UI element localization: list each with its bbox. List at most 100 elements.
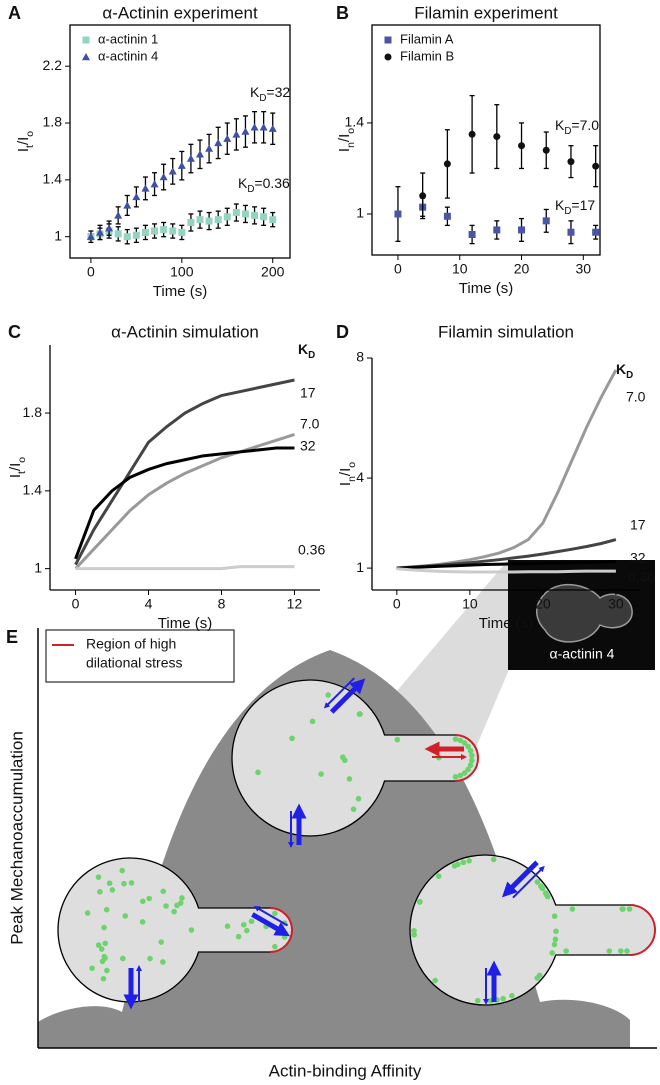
actin-crosslinker	[457, 737, 464, 744]
actin-crosslinker	[452, 774, 459, 780]
panel-letter: A	[8, 3, 21, 23]
data-point	[542, 217, 550, 225]
actin-crosslinker	[240, 921, 247, 928]
actin-crosslinker	[469, 752, 475, 759]
cells	[57, 677, 656, 1010]
data-point	[187, 218, 195, 226]
panel-letter: B	[336, 3, 349, 23]
data-point	[123, 201, 132, 209]
y-tick-label: 1.8	[23, 404, 43, 420]
series-line	[396, 560, 616, 570]
actin-crosslinker	[619, 906, 626, 912]
data-point	[123, 233, 131, 241]
actin-crosslinker	[102, 940, 109, 947]
legend-label: Filamin A	[400, 31, 454, 46]
y-axis-label-part: t	[24, 145, 36, 148]
flux-arrow	[502, 860, 539, 898]
legend-text: dilational stress	[86, 655, 183, 671]
legend-marker	[82, 36, 90, 44]
legend-label: α-actinin 1	[98, 31, 158, 46]
y-tick-label: 4	[356, 469, 364, 485]
data-point	[105, 224, 114, 232]
series-header: KD	[616, 361, 633, 381]
actin-crosslinker	[551, 941, 558, 948]
data-point	[232, 130, 241, 138]
actin-crosslinker	[325, 692, 331, 698]
data-point	[114, 211, 123, 219]
data-point	[132, 231, 140, 239]
x-tick-label: 20	[514, 261, 530, 277]
legend-text: Region of high	[86, 636, 176, 652]
data-point	[269, 216, 277, 224]
annotation: KD=0.36	[238, 175, 290, 195]
data-point	[186, 154, 195, 162]
series-label: 7.0	[300, 416, 320, 432]
actin-crosslinker	[500, 995, 506, 1002]
actin-crosslinker	[357, 711, 363, 717]
x-axis-label: Actin-binding Affinity	[269, 1061, 422, 1080]
actin-crosslinker	[122, 913, 129, 919]
x-tick-label: 0	[87, 264, 95, 280]
panel-letter: D	[336, 322, 349, 342]
flux-arrow	[253, 906, 289, 927]
data-point	[241, 210, 249, 218]
actin-crosslinker	[289, 735, 295, 742]
series-line	[396, 369, 618, 570]
annotation-part: D	[564, 126, 571, 137]
actin-crosslinker	[411, 931, 417, 938]
actin-crosslinker	[318, 771, 324, 777]
actin-crosslinker	[544, 892, 550, 899]
actin-crosslinker	[147, 955, 153, 962]
data-point	[260, 213, 268, 221]
annotation-part: K	[250, 84, 260, 100]
actin-crosslinker	[99, 958, 106, 965]
actin-crosslinker	[171, 908, 177, 915]
data-point	[394, 210, 402, 218]
actin-crosslinker	[139, 919, 146, 925]
y-tick-label: 1	[356, 205, 364, 221]
y-axis-label-part: I	[336, 148, 353, 152]
data-point	[468, 231, 476, 239]
data-point	[592, 228, 600, 236]
actin-crosslinker	[120, 955, 126, 962]
annotation: KD=32	[250, 84, 290, 104]
y-axis-label: It/Io	[15, 131, 36, 152]
x-tick-label: 10	[462, 596, 478, 612]
x-axis-label: Time (s)	[479, 615, 533, 632]
flux-arrow	[329, 678, 366, 714]
y-axis-label-part: /I	[7, 463, 24, 471]
actin-crosslinker	[98, 946, 105, 952]
data-point	[177, 161, 186, 169]
x-tick-label: 0	[72, 596, 80, 612]
data-point	[419, 192, 427, 200]
actin-crosslinker	[466, 858, 472, 864]
actin-crosslinker	[224, 923, 231, 929]
actin-crosslinker	[89, 965, 95, 972]
series-header-part: K	[616, 361, 626, 377]
actin-crosslinker	[467, 762, 474, 769]
data-point	[567, 228, 575, 236]
annotation-part: =7.0	[571, 117, 599, 133]
y-axis-label-part: o	[346, 462, 358, 468]
series-label: 32	[630, 550, 646, 566]
annotation-part: D	[259, 93, 266, 104]
inset-label: α-actinin 4	[550, 646, 615, 662]
actin-crosslinker	[342, 757, 348, 764]
data-point	[223, 134, 232, 142]
y-axis-label: In/Io	[336, 128, 357, 152]
series-label: 7.0	[626, 389, 646, 405]
actin-crosslinker	[160, 888, 167, 895]
series-label: 17	[630, 517, 646, 533]
data-point	[96, 228, 104, 236]
actin-crosslinker	[394, 736, 401, 743]
data-point	[86, 232, 95, 240]
y-axis-label-part: /I	[15, 137, 32, 145]
flux-arrow	[251, 912, 291, 937]
data-point	[141, 184, 150, 192]
x-tick-label: 200	[261, 264, 285, 280]
series-header: KD	[298, 341, 315, 361]
actin-crosslinker	[188, 927, 195, 933]
actin-crosslinker	[174, 902, 180, 909]
actin-crosslinker	[461, 770, 468, 776]
actin-crosslinker	[248, 918, 255, 925]
